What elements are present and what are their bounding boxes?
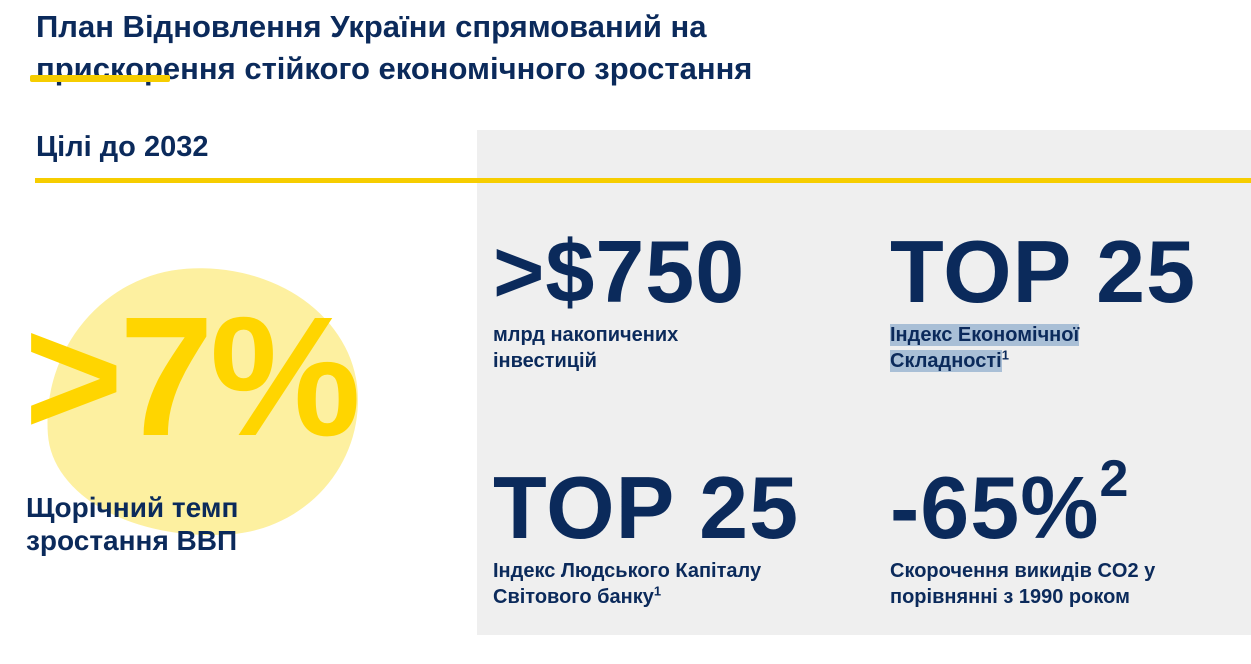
stat-caption-line-2: Складності [890, 350, 1002, 372]
stat-value-text: TOP 25 [493, 458, 800, 557]
stat-value-text: >$750 [493, 222, 746, 321]
stat-value-text: TOP 25 [890, 222, 1197, 321]
footnote-marker: 1 [653, 583, 662, 599]
stat-caption: Індекс Економічної Складності1 [890, 322, 1196, 374]
growth-caption: Щорічний темп зростання ВВП [26, 491, 346, 557]
growth-value: >7% [24, 282, 361, 472]
stat-caption: Індекс Людського Капіталу Світового банк… [493, 558, 799, 610]
stat-economic-complexity: TOP 25 Індекс Економічної Складності1 [890, 224, 1196, 374]
stats-panel-background [477, 130, 1251, 635]
stat-emissions: -65%2 Скорочення викидів CO2 у порівнянн… [890, 453, 1155, 610]
title-accent-underline [30, 75, 170, 82]
stat-value: -65%2 [890, 453, 1155, 557]
footnote-marker: 1 [1001, 347, 1009, 363]
stat-caption: Скорочення викидів CO2 у порівнянні з 19… [890, 558, 1155, 610]
stat-value: TOP 25 [493, 460, 799, 556]
stat-caption: млрд накопичених інвестицій [493, 322, 745, 374]
footnote-marker: 2 [1099, 449, 1130, 508]
page-title-line-1: План Відновлення України спрямований на [36, 9, 707, 44]
stat-caption-line-2: інвестицій [493, 350, 597, 372]
page-title: План Відновлення України спрямований на … [36, 6, 936, 90]
stat-caption-line-1: Скорочення викидів CO2 у [890, 560, 1156, 582]
growth-caption-line-2: зростання ВВП [26, 525, 238, 556]
stat-caption-line-1: млрд накопичених [493, 324, 679, 346]
stat-caption-line-2: порівнянні з 1990 роком [890, 586, 1130, 608]
stat-caption-line-2: Світового банку [493, 586, 654, 608]
stat-value: >$750 [493, 224, 745, 320]
stat-caption-line-1: Індекс Людського Капіталу [493, 560, 762, 582]
section-divider [35, 178, 1251, 183]
stat-caption-line-1: Індекс Економічної [890, 324, 1080, 346]
stat-value: TOP 25 [890, 224, 1196, 320]
stat-human-capital: TOP 25 Індекс Людського Капіталу Світово… [493, 460, 799, 610]
growth-caption-line-1: Щорічний темп [26, 492, 239, 523]
stat-investments: >$750 млрд накопичених інвестицій [493, 224, 745, 374]
stat-value-text: -65% [890, 458, 1100, 557]
section-title: Цілі до 2032 [36, 131, 209, 163]
